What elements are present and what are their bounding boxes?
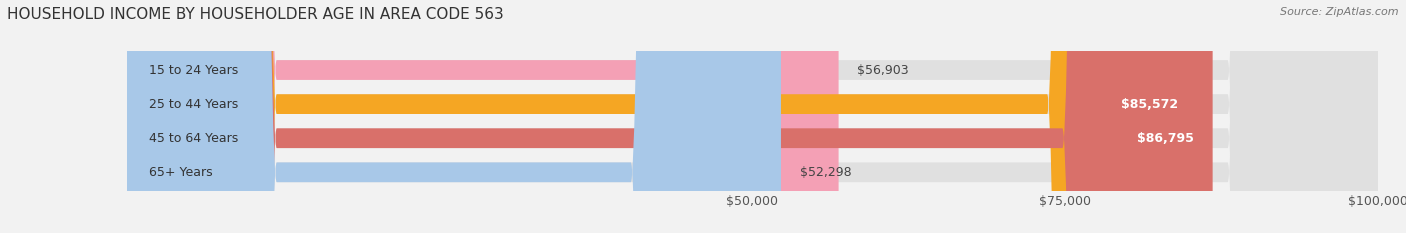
FancyBboxPatch shape [127,0,780,233]
Text: HOUSEHOLD INCOME BY HOUSEHOLDER AGE IN AREA CODE 563: HOUSEHOLD INCOME BY HOUSEHOLDER AGE IN A… [7,7,503,22]
Text: $85,572: $85,572 [1122,98,1178,111]
Text: $86,795: $86,795 [1137,132,1194,145]
Text: Source: ZipAtlas.com: Source: ZipAtlas.com [1281,7,1399,17]
Text: 15 to 24 Years: 15 to 24 Years [149,64,238,76]
FancyBboxPatch shape [127,0,1378,233]
Text: 45 to 64 Years: 45 to 64 Years [149,132,238,145]
FancyBboxPatch shape [127,0,838,233]
Text: $56,903: $56,903 [858,64,910,76]
FancyBboxPatch shape [127,0,1378,233]
Text: 65+ Years: 65+ Years [149,166,212,179]
FancyBboxPatch shape [127,0,1212,233]
FancyBboxPatch shape [127,0,1378,233]
FancyBboxPatch shape [127,0,1198,233]
Text: 25 to 44 Years: 25 to 44 Years [149,98,238,111]
Text: $52,298: $52,298 [800,166,852,179]
FancyBboxPatch shape [127,0,1378,233]
